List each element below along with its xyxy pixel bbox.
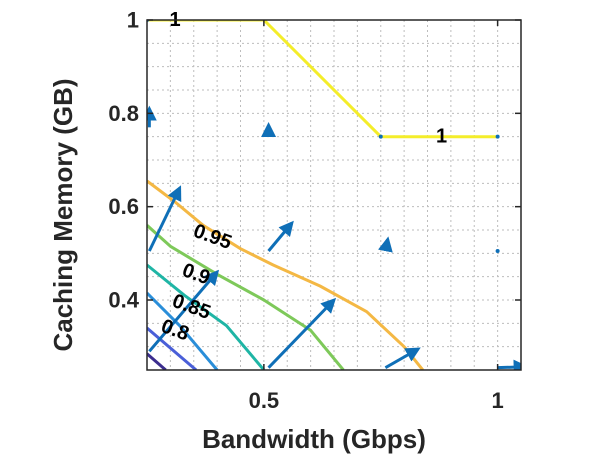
gradient-arrow	[147, 185, 182, 252]
gradient-arrow	[378, 134, 383, 139]
axis-ticks: 0.5 1 0.4 0.6 0.8 1	[108, 8, 521, 413]
gradient-arrow	[148, 269, 220, 353]
x-tick-label: 1	[492, 388, 504, 413]
gradient-arrow	[267, 220, 294, 252]
contour-line-0.8	[147, 291, 219, 370]
y-tick-label: 0.8	[108, 101, 139, 126]
contour-label-1: 1	[436, 126, 447, 148]
contour-line-0.85	[147, 263, 266, 370]
gradient-arrow	[384, 347, 421, 369]
contour-label-0.95: 0.95	[190, 220, 234, 254]
contour-line-0.7	[147, 352, 167, 370]
x-tick-label: 0.5	[249, 388, 280, 413]
y-axis-label: Caching Memory (GB)	[48, 78, 78, 351]
y-tick-label: 0.4	[108, 288, 139, 313]
y-tick-label: 1	[127, 8, 139, 33]
contour-labels: 110.950.90.850.8	[158, 9, 447, 345]
contour-line-0.95	[147, 179, 424, 370]
gradient-arrow	[267, 297, 337, 369]
plot-frame	[146, 19, 522, 371]
gradient-arrow	[495, 249, 500, 253]
contour-line-0.75	[147, 326, 198, 370]
x-axis-label: Bandwidth (Gbps)	[202, 424, 426, 454]
contour-line-0.9	[147, 224, 345, 370]
gradient-arrow	[378, 236, 393, 253]
contour-line-1	[147, 20, 498, 139]
y-tick-label: 0.6	[108, 194, 139, 219]
gradient-arrow	[495, 134, 500, 139]
contour-lines	[147, 20, 498, 370]
